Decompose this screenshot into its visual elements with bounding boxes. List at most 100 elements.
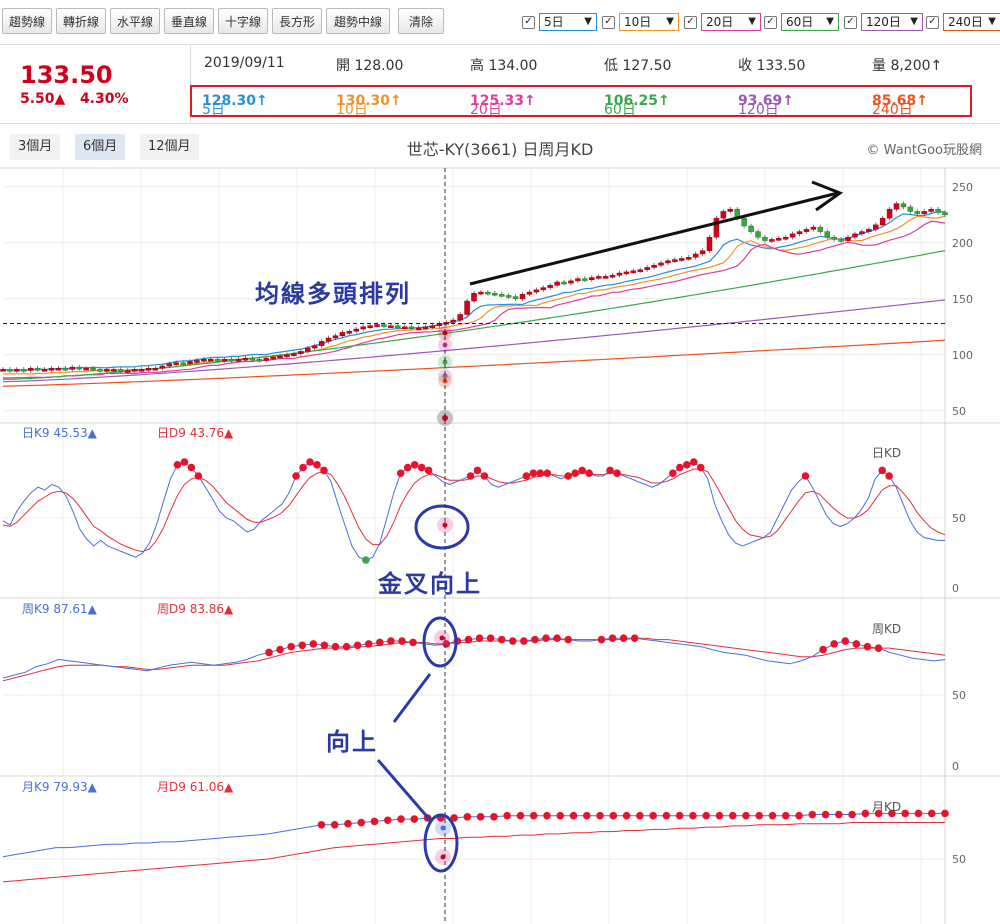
- overbought-dot: [702, 811, 710, 820]
- candle-body: [166, 363, 172, 367]
- clear-button[interactable]: 清除: [398, 8, 444, 34]
- overbought-dot: [613, 469, 621, 478]
- candle-body: [547, 285, 553, 288]
- candle-body: [831, 236, 837, 240]
- overbought-dot: [596, 811, 604, 820]
- ma-checkbox-5[interactable]: ✓: [522, 15, 535, 29]
- ma-dropdown-10[interactable]: 10日 ▼: [619, 13, 679, 31]
- cursor-marker: [439, 635, 445, 641]
- overbought-dot: [522, 472, 531, 480]
- candle-body: [408, 326, 415, 330]
- ma-select-5[interactable]: ✓ 5日 ▼: [522, 12, 597, 32]
- overbought-dot: [609, 811, 618, 820]
- ma-dropdown-240[interactable]: 240日 ▼: [943, 13, 1000, 31]
- overbought-dot: [863, 642, 872, 651]
- ma-checkbox-60[interactable]: ✓: [764, 15, 777, 29]
- overbought-dot: [675, 811, 684, 820]
- range-tab-3m[interactable]: 3個月: [10, 134, 61, 160]
- annotation-ma-bullish: 均線多頭排列: [255, 279, 411, 308]
- range-tab-6m[interactable]: 6個月: [75, 134, 126, 160]
- ma-select-240[interactable]: ✓ 240日 ▼: [926, 12, 1000, 32]
- chevron-down-icon: ▼: [584, 16, 592, 27]
- candle-body: [935, 208, 941, 213]
- quote-high: 高 134.00: [470, 58, 538, 74]
- candle-body: [796, 231, 803, 235]
- overbought-dot: [173, 461, 182, 469]
- overbought-dot: [320, 466, 328, 475]
- k-line: [2, 461, 945, 561]
- candle-body: [360, 326, 366, 330]
- ma-select-10[interactable]: ✓ 10日 ▼: [602, 12, 679, 32]
- credit-text: © WantGoo玩股網: [866, 143, 982, 158]
- candle-body: [353, 328, 359, 332]
- overbought-dot: [556, 811, 565, 820]
- ma-dropdown-5[interactable]: 5日 ▼: [539, 13, 597, 31]
- candle-body: [395, 325, 401, 328]
- overbought-dot: [357, 818, 366, 827]
- tool-trend-line-button[interactable]: 趨勢線: [2, 8, 52, 34]
- overbought-dot: [841, 637, 850, 645]
- tool-horizontal-line-button[interactable]: 水平線: [110, 8, 160, 34]
- price-change: 5.50▲ 4.30%: [20, 91, 129, 107]
- ma-select-20[interactable]: ✓ 20日 ▼: [684, 12, 761, 32]
- ma-checkbox-20[interactable]: ✓: [684, 15, 697, 29]
- overbought-dot: [187, 463, 196, 472]
- overbought-dot: [466, 472, 475, 480]
- overbought-dot: [619, 634, 628, 642]
- tool-crosshair-button[interactable]: 十字線: [218, 8, 268, 34]
- d-legend: 日D9 43.76▲: [157, 426, 234, 440]
- tool-trend-midline-button[interactable]: 趨勢中線: [326, 8, 390, 34]
- candle-body: [118, 369, 124, 372]
- overbought-dot: [582, 811, 591, 820]
- drawing-toolbar: 趨勢線 轉折線 水平線 垂直線 十字線 長方形 趨勢中線 清除 ✓ 5日 ▼ ✓ …: [0, 0, 1000, 45]
- chevron-down-icon: ▼: [666, 16, 674, 27]
- candle-body: [810, 226, 817, 230]
- trend-arrow-line: [469, 191, 839, 286]
- chart-title: 世芯-KY(3661) 日周月KD: [406, 140, 594, 159]
- candle-body: [214, 359, 221, 362]
- ma-select-120[interactable]: ✓ 120日 ▼: [844, 12, 923, 32]
- tool-vertical-line-button[interactable]: 垂直線: [164, 8, 214, 34]
- highlight-circle-daily: [414, 504, 470, 550]
- overbought-dot: [901, 809, 909, 818]
- overbought-dot: [287, 642, 295, 651]
- overbought-dot: [370, 817, 379, 826]
- ma-select-60[interactable]: ✓ 60日 ▼: [764, 12, 839, 32]
- change-amount: 5.50▲: [20, 91, 66, 107]
- ma-dropdown-20[interactable]: 20日 ▼: [701, 13, 761, 31]
- candle-body: [589, 277, 595, 281]
- overbought-dot: [331, 642, 340, 651]
- overbought-dot: [180, 458, 189, 466]
- ma-checkbox-10[interactable]: ✓: [602, 15, 615, 29]
- quote-volume: 量 8,200↑: [872, 58, 943, 74]
- candle-body: [145, 367, 152, 371]
- overbought-dot: [309, 640, 318, 648]
- tool-rectangle-button[interactable]: 長方形: [272, 8, 322, 34]
- ma-checkbox-120[interactable]: ✓: [844, 15, 857, 29]
- ma-value-240: 240日 85.68↑: [872, 93, 929, 118]
- candle-body: [138, 369, 145, 372]
- candle-body: [221, 359, 228, 362]
- candle-body: [124, 370, 131, 373]
- daily-kd-panel: 0 50 日K9 45.53▲ 日D9 43.76▲ 日KD: [2, 426, 966, 595]
- candle-body: [817, 226, 824, 232]
- overbought-dot: [417, 463, 426, 472]
- overbought-dot: [463, 813, 472, 821]
- overbought-dot: [497, 635, 506, 644]
- candle-body: [111, 369, 117, 372]
- candle-body: [242, 357, 249, 361]
- candle-body: [755, 231, 761, 238]
- quote-date: 2019/09/11: [204, 55, 285, 71]
- ma-dropdown-120[interactable]: 120日 ▼: [861, 13, 923, 31]
- weekly-kd-panel: 0 50 周K9 87.61▲ 周D9 83.86▲ 周KD: [2, 602, 966, 773]
- tool-turning-line-button[interactable]: 轉折線: [56, 8, 106, 34]
- candle-body: [381, 324, 387, 327]
- range-tab-12m[interactable]: 12個月: [140, 134, 199, 160]
- overbought-dot: [941, 809, 949, 818]
- candle-body: [575, 278, 581, 282]
- oversold-dot: [362, 556, 370, 564]
- overbought-dot: [830, 640, 838, 648]
- ma-checkbox-240[interactable]: ✓: [926, 15, 939, 29]
- candle-body: [616, 272, 623, 276]
- ma-dropdown-60[interactable]: 60日 ▼: [781, 13, 839, 31]
